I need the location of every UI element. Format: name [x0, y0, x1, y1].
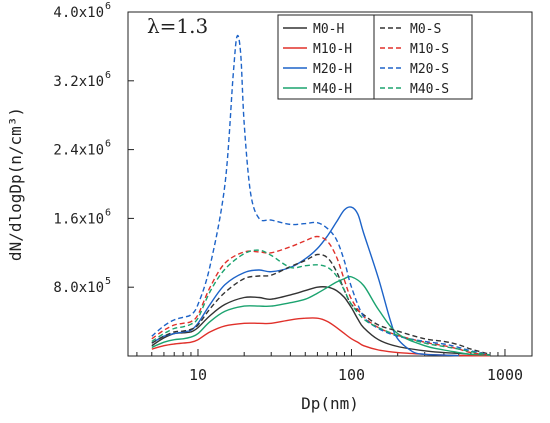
- y-tick-exponent: 6: [105, 207, 111, 218]
- x-axis: 10 100 1000: [136, 349, 523, 384]
- legend-label: M40-S: [410, 82, 449, 97]
- x-tick-label: 10: [189, 366, 207, 384]
- series-line-m0-h: [151, 286, 491, 356]
- y-tick-exponent: 5: [105, 276, 111, 287]
- legend-label: M20-S: [410, 62, 449, 77]
- legend-label: M10-S: [410, 42, 449, 57]
- legend-label: M0-S: [410, 22, 441, 37]
- y-tick-label: 8.0x10: [53, 280, 104, 296]
- series-layer: [151, 34, 491, 357]
- x-tick-label: 100: [338, 366, 365, 384]
- y-tick-exponent: 6: [105, 1, 111, 12]
- series-line-m10-s: [151, 235, 491, 356]
- legend-label: M40-H: [313, 82, 352, 97]
- y-tick-label: 3.2x10: [53, 74, 104, 90]
- legend-label: M0-H: [313, 22, 344, 37]
- y-tick-label: 1.6x10: [53, 211, 104, 227]
- x-axis-title: Dp(nm): [301, 394, 359, 413]
- y-tick-exponent: 6: [105, 139, 111, 150]
- legend-label: M10-H: [313, 42, 352, 57]
- y-tick-label: 2.4x10: [53, 143, 104, 159]
- y-tick-label: 4.0x10: [53, 5, 104, 21]
- series-line-m0-s: [151, 253, 491, 355]
- legend-label: M20-H: [313, 62, 352, 77]
- series-line-m20-s: [151, 34, 491, 356]
- lambda-annotation: λ=1.3: [147, 14, 208, 38]
- legend-box: [277, 14, 473, 100]
- plot-frame: [127, 11, 533, 357]
- series-line-m40-h: [151, 275, 491, 356]
- series-line-m40-s: [151, 249, 491, 356]
- y-tick-exponent: 6: [105, 70, 111, 81]
- y-axis: 8.0x10 51.6x10 62.4x10 63.2x10 64.0x10 6: [53, 1, 134, 296]
- y-axis-title: dN/dlogDp(n/cm³): [6, 107, 25, 261]
- legend: M0-H M10-H M20-H M40-H M0-S M10-S M20-S M40-S: [277, 14, 473, 100]
- x-tick-label: 1000: [487, 366, 523, 384]
